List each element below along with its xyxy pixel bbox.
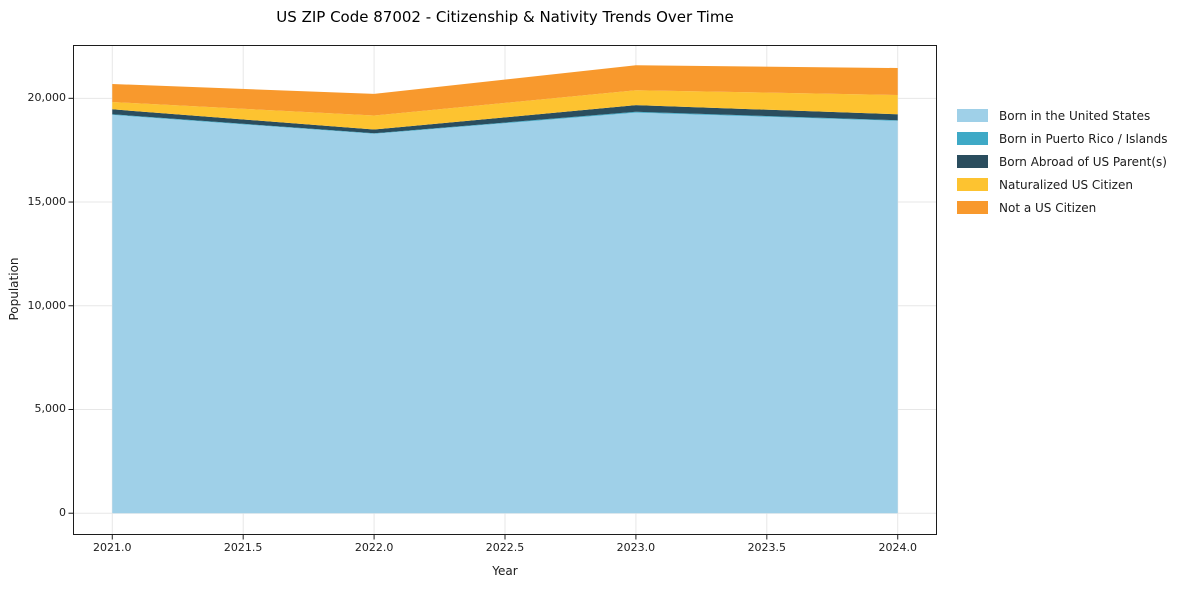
stacked-area-chart-svg <box>68 45 937 540</box>
y-tick-label: 20,000 <box>27 91 67 105</box>
y-tick-label: 15,000 <box>27 195 67 209</box>
legend-label: Born in the United States <box>999 108 1151 123</box>
x-tick-label: 2021.5 <box>223 541 263 554</box>
y-axis-label: Population <box>7 257 21 321</box>
legend-swatch-icon <box>957 132 988 145</box>
legend-item-4: Not a US Citizen <box>957 196 1168 219</box>
chart-title: US ZIP Code 87002 - Citizenship & Nativi… <box>276 8 734 26</box>
y-tick-label: 10,000 <box>27 298 67 312</box>
x-axis-label: Year <box>492 564 518 578</box>
legend-swatch-icon <box>957 155 988 168</box>
legend-swatch-icon <box>957 201 988 214</box>
legend-item-1: Born in Puerto Rico / Islands <box>957 127 1168 150</box>
legend-label: Not a US Citizen <box>999 200 1097 215</box>
legend-swatch-icon <box>957 109 988 122</box>
area-series-0 <box>112 112 898 514</box>
legend-swatch-icon <box>957 178 988 191</box>
legend-item-0: Born in the United States <box>957 104 1168 127</box>
legend-label: Naturalized US Citizen <box>999 177 1133 192</box>
x-axis-tick-labels: 2021.0 2021.5 2022.0 2022.5 2023.0 2023.5 2024… <box>73 541 937 557</box>
y-tick-label: 0 <box>59 506 66 520</box>
area-series-3 <box>112 90 898 130</box>
legend: Born in the United States Born in Puerto … <box>957 104 1168 219</box>
plot-border <box>73 45 937 535</box>
x-tick-label: 2023.5 <box>747 541 787 554</box>
area-series-2 <box>112 105 898 134</box>
x-tick-label: 2022.0 <box>354 541 394 554</box>
y-axis-tick-labels: 0 5,000 10,000 15,000 20,000 <box>0 45 67 535</box>
plot-area <box>68 45 937 540</box>
legend-item-2: Born Abroad of US Parent(s) <box>957 150 1168 173</box>
legend-label: Born in Puerto Rico / Islands <box>999 131 1168 146</box>
x-tick-label: 2022.5 <box>485 541 525 554</box>
area-series-1 <box>112 111 898 134</box>
x-tick-label: 2023.0 <box>616 541 656 554</box>
legend-label: Born Abroad of US Parent(s) <box>999 154 1167 169</box>
x-tick-label: 2024.0 <box>878 541 917 554</box>
legend-item-3: Naturalized US Citizen <box>957 173 1168 196</box>
y-tick-label: 5,000 <box>34 402 67 416</box>
area-series-4 <box>112 65 898 116</box>
x-tick-label: 2021.0 <box>93 541 132 554</box>
